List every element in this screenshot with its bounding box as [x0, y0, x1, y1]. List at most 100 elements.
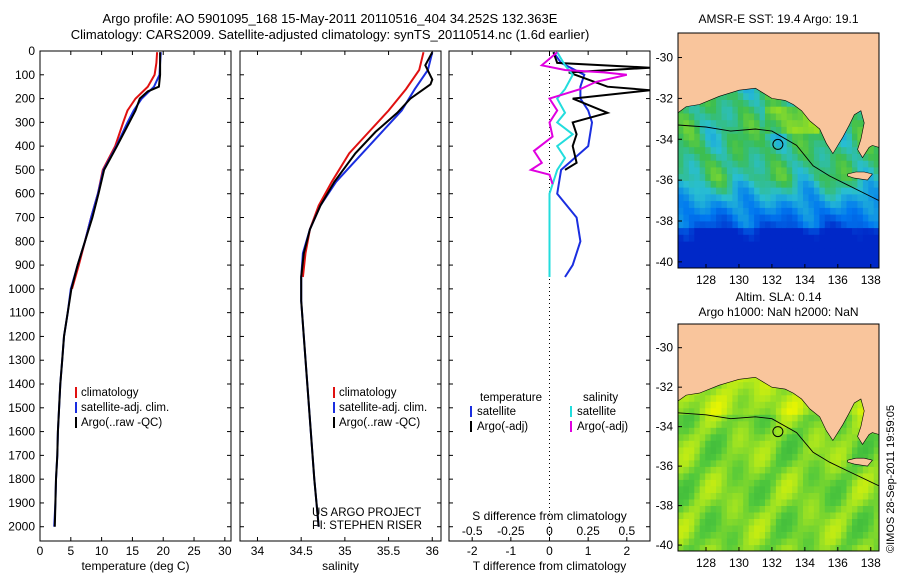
map-cell — [819, 524, 826, 532]
map-cell — [873, 459, 879, 467]
map-cell — [688, 420, 695, 428]
map-cell — [759, 453, 766, 461]
map-cell — [852, 401, 858, 409]
map-cell — [813, 153, 820, 161]
map-cell — [754, 446, 761, 454]
map-cell — [808, 173, 815, 181]
map-cell — [846, 485, 853, 493]
map-cell — [726, 234, 733, 242]
map-cell — [841, 139, 848, 148]
map-cell — [716, 234, 723, 242]
legend-entry: Argo(-adj) — [577, 421, 628, 433]
map-cell — [737, 466, 744, 474]
map-cell — [813, 166, 820, 175]
map-cell — [846, 446, 853, 454]
map-cell — [765, 126, 771, 134]
map-cell — [862, 214, 869, 222]
map-cell — [716, 166, 723, 175]
map-cell — [792, 193, 799, 202]
map-cell — [813, 254, 820, 262]
map-cell — [803, 453, 809, 461]
map-cell — [705, 220, 712, 229]
map-cell — [688, 459, 695, 467]
map-cell — [786, 492, 793, 500]
map-cell — [852, 518, 858, 526]
x-tick-label: 1 — [585, 544, 592, 558]
map-cell — [678, 180, 684, 188]
map-cell — [699, 498, 706, 506]
map-cell — [710, 433, 717, 441]
map-cell — [857, 200, 864, 208]
map-cell — [743, 538, 750, 546]
map-cell — [813, 261, 820, 268]
map-cell — [873, 440, 879, 448]
map-cell — [803, 485, 809, 493]
map-cell — [710, 254, 717, 262]
map-cell — [873, 200, 879, 208]
map-cell — [846, 544, 853, 551]
map-cell — [830, 153, 837, 161]
map-cell — [808, 414, 815, 422]
map-cell — [835, 433, 842, 441]
map-cell — [819, 433, 826, 441]
map-cell — [835, 227, 842, 235]
map-cell — [841, 538, 848, 546]
map-cell — [819, 160, 826, 168]
map-cell — [726, 459, 733, 467]
map-cell — [862, 166, 869, 175]
map-cell — [841, 153, 848, 161]
map-cell — [835, 166, 842, 175]
map-cell — [862, 254, 869, 262]
map-cell — [699, 139, 706, 148]
map-cell — [743, 173, 750, 181]
map-cell — [813, 433, 820, 441]
map-cell — [759, 420, 766, 428]
map-cell — [775, 472, 782, 480]
map-cell — [743, 261, 750, 268]
map-cell — [748, 227, 755, 235]
map-cell — [775, 453, 782, 461]
map-cell — [683, 492, 690, 500]
map-cell — [688, 440, 695, 448]
map-cell — [803, 126, 809, 134]
map-cell — [754, 401, 761, 409]
map-cell — [775, 139, 782, 148]
map-cell — [846, 126, 853, 134]
map-cell — [716, 524, 723, 532]
map-cell — [716, 420, 723, 428]
map-cell — [868, 247, 875, 256]
map-cell — [797, 498, 804, 506]
map-cell — [786, 207, 793, 215]
map-cell — [786, 160, 793, 168]
map-cell — [775, 420, 782, 428]
map-cell — [710, 187, 717, 195]
map-cell — [678, 139, 684, 148]
map-cell — [852, 538, 858, 546]
map-cell — [786, 414, 793, 422]
map-cell — [852, 214, 858, 222]
map-cell — [786, 538, 793, 546]
map-cell — [786, 453, 793, 461]
map-cell — [726, 427, 733, 435]
x-tick-label: 25 — [187, 544, 201, 558]
series-line-salinity-satellite — [548, 51, 575, 277]
map-cell — [846, 427, 853, 435]
map-cell — [813, 544, 820, 551]
map-cell — [781, 414, 788, 422]
map-cell — [819, 241, 826, 249]
map-cell — [792, 247, 799, 256]
map-cell — [797, 466, 804, 474]
map-cell — [830, 200, 837, 208]
map-cell — [737, 511, 744, 519]
map-cell — [765, 459, 771, 467]
map-cell — [770, 485, 777, 493]
map-cell — [678, 459, 684, 467]
map-cell — [759, 119, 766, 127]
map-cell — [868, 453, 875, 461]
y-tick-label: 600 — [15, 187, 35, 201]
map-cell — [841, 254, 848, 262]
map-cell — [699, 254, 706, 262]
map-cell — [737, 92, 744, 100]
map-cell — [710, 133, 717, 141]
map-cell — [765, 498, 771, 506]
